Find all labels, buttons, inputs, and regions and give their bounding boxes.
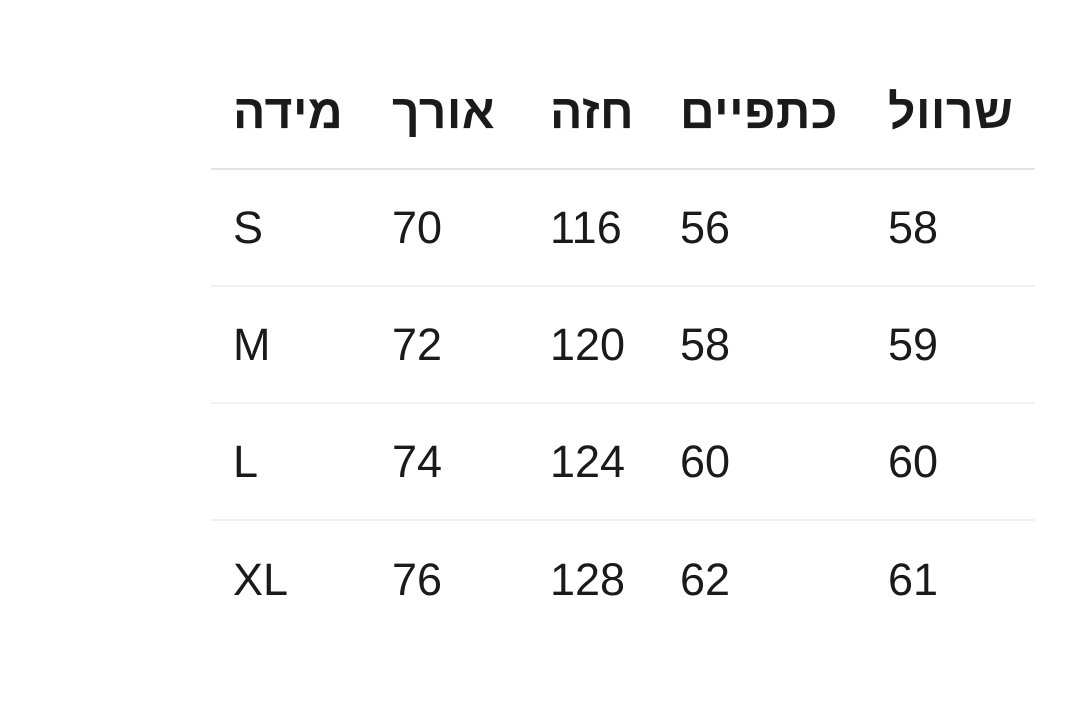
cell-shoulders: 58 [680,318,731,370]
cell-shoulders: 56 [680,201,731,253]
table-row-s: S 70 116 56 58 [211,170,1035,287]
cell-chest: 116 [550,201,622,253]
cell-length: 74 [392,435,443,487]
cell-shoulders: 60 [680,435,731,487]
cell-chest: 124 [550,435,626,487]
cell-sleeve: 60 [888,435,939,487]
header-cell-size: מידה [233,85,344,139]
table-row-m: M 72 120 58 59 [211,287,1035,404]
cell-length: 70 [392,201,443,253]
header-cell-shoulders: כתפיים [680,85,838,139]
cell-size: L [233,435,259,487]
header-cell-chest: חזה [550,85,635,139]
table-row-xl: XL 76 128 62 61 [211,521,1035,638]
cell-shoulders: 62 [680,553,731,605]
size-chart-header-row: מידה אורך חזה כתפיים שרוול [211,56,1035,170]
cell-size: M [233,318,271,370]
cell-sleeve: 58 [888,201,939,253]
cell-chest: 120 [550,318,626,370]
cell-size: S [233,201,264,253]
cell-sleeve: 59 [888,318,939,370]
size-chart-table: מידה אורך חזה כתפיים שרוול S 70 116 56 5… [211,56,1035,638]
cell-sleeve: 61 [888,553,939,605]
header-cell-sleeve: שרוול [888,85,1014,139]
table-row-l: L 74 124 60 60 [211,404,1035,521]
cell-chest: 128 [550,553,626,605]
cell-length: 72 [392,318,443,370]
cell-size: XL [233,553,289,605]
cell-length: 76 [392,553,443,605]
header-cell-length: אורך [392,85,496,139]
